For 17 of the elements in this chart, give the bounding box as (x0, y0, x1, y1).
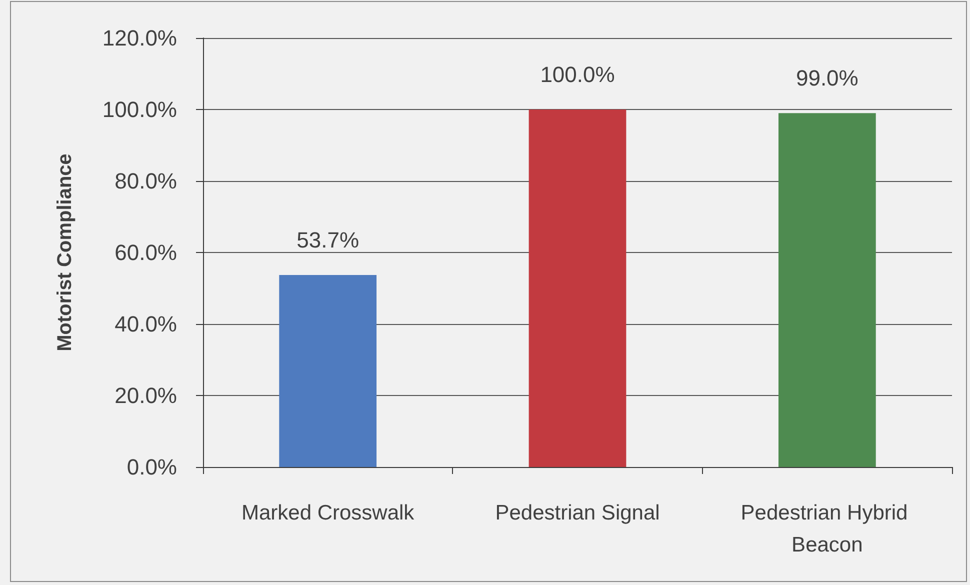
bar (528, 110, 626, 467)
x-tick-label: Pedestrian Signal (495, 502, 660, 524)
y-axis-title: Motorist Compliance (54, 154, 76, 352)
y-tick-label: 40.0% (114, 312, 177, 336)
bar (279, 275, 377, 467)
x-tick-label: Marked Crosswalk (241, 502, 415, 524)
x-tick-label: Pedestrian Hybrid Beacon (740, 502, 914, 556)
y-tick-label: 100.0% (102, 97, 177, 122)
data-label: 99.0% (796, 66, 858, 91)
y-tick-label: 80.0% (114, 168, 177, 194)
bar (778, 113, 876, 467)
y-tick-label: 60.0% (114, 240, 177, 265)
y-tick-label: 120.0% (102, 26, 177, 50)
y-tick-label: 0.0% (126, 454, 177, 480)
data-label: 53.7% (296, 228, 360, 253)
y-tick-label: 20.0% (114, 383, 177, 408)
data-label: 100.0% (540, 62, 615, 87)
